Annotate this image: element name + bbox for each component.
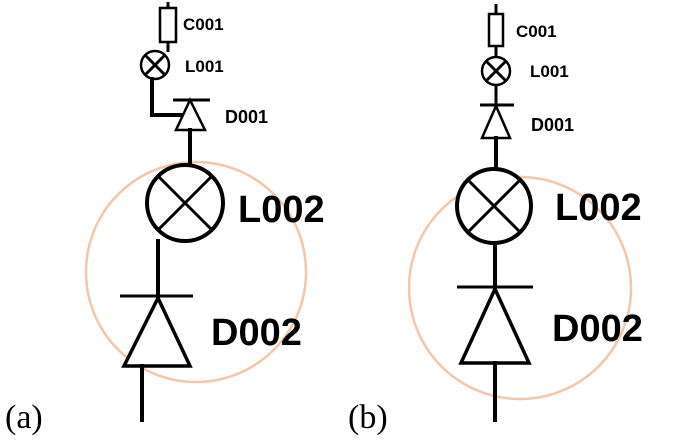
caption-a: (a): [5, 399, 43, 436]
label-l001-a: L001: [185, 57, 224, 76]
label-c001-b: C001: [516, 22, 557, 41]
highlight-circle-a: [84, 160, 308, 384]
label-l002-b: L002: [555, 187, 642, 229]
label-l001-b: L001: [530, 62, 569, 81]
lamp-l001-b: [480, 55, 512, 87]
label-d001-b: D001: [531, 115, 574, 135]
wire-l001-d001-a: [150, 77, 192, 117]
caption-b: (b): [348, 399, 388, 436]
label-l002-a: L002: [238, 189, 325, 231]
label-d002-b: D002: [552, 308, 643, 350]
lamp-l001-a: [139, 49, 171, 81]
diode-d002-b: [457, 284, 533, 365]
diode-d002-a: [120, 293, 193, 368]
resistor-c001-a: [158, 6, 178, 44]
diagram-a: C001 L001 D001 L002 D002 (a): [5, 2, 325, 436]
lamp-l002-a: [145, 163, 225, 243]
label-c001-a: C001: [183, 15, 224, 34]
label-d001-a: D001: [225, 107, 268, 127]
label-d002-a: D002: [211, 312, 302, 354]
diagram-b: C001 L001 D001 L002 D002 (b): [348, 4, 643, 436]
diode-d001-b: [480, 102, 514, 140]
resistor-c001-b: [487, 12, 505, 48]
lamp-l002-b: [455, 167, 533, 245]
